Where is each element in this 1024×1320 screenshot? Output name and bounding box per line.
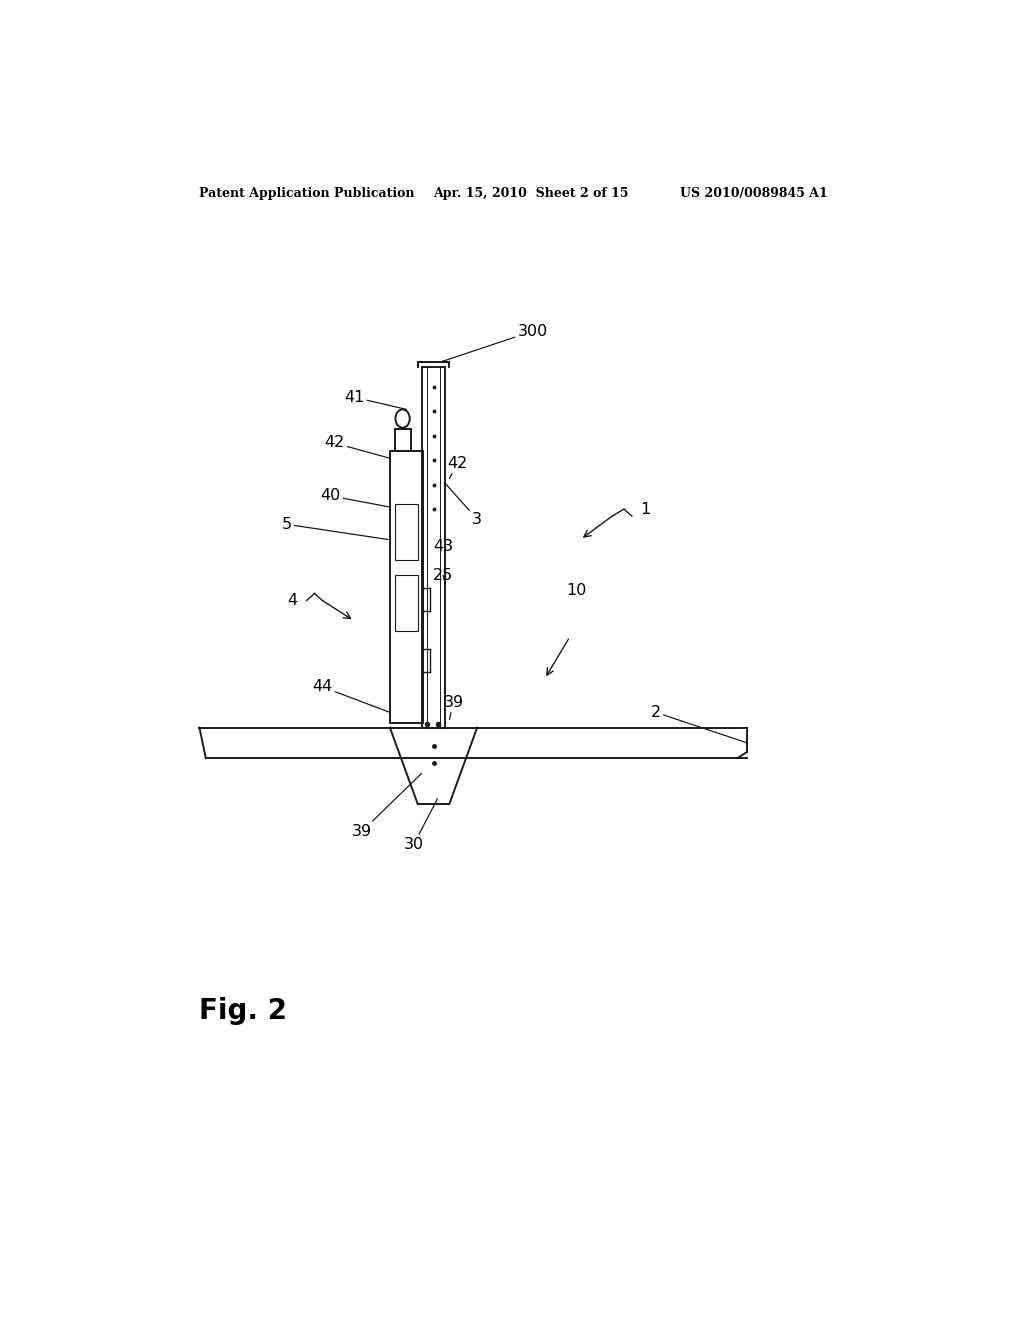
- Text: 42: 42: [447, 455, 468, 479]
- Text: 42: 42: [325, 436, 390, 458]
- Text: 44: 44: [312, 680, 390, 713]
- Text: 4: 4: [287, 593, 297, 609]
- Text: Apr. 15, 2010  Sheet 2 of 15: Apr. 15, 2010 Sheet 2 of 15: [433, 187, 629, 199]
- Text: 25: 25: [433, 568, 454, 583]
- Text: 2: 2: [650, 705, 748, 743]
- Text: 10: 10: [566, 583, 587, 598]
- Text: 40: 40: [321, 488, 390, 507]
- Bar: [390, 451, 423, 722]
- Text: 300: 300: [441, 323, 548, 362]
- Bar: [422, 367, 445, 727]
- Text: 3: 3: [445, 483, 482, 527]
- Text: 30: 30: [403, 799, 437, 851]
- Text: 5: 5: [282, 517, 388, 540]
- Text: Patent Application Publication: Patent Application Publication: [200, 187, 415, 199]
- Text: 1: 1: [640, 502, 650, 516]
- Text: 43: 43: [433, 539, 454, 558]
- Text: 39: 39: [352, 774, 422, 838]
- Bar: [394, 504, 419, 560]
- Text: Fig. 2: Fig. 2: [200, 997, 288, 1024]
- Text: US 2010/0089845 A1: US 2010/0089845 A1: [680, 187, 827, 199]
- Text: 39: 39: [443, 694, 464, 719]
- Text: 41: 41: [344, 389, 407, 409]
- Bar: [394, 576, 419, 631]
